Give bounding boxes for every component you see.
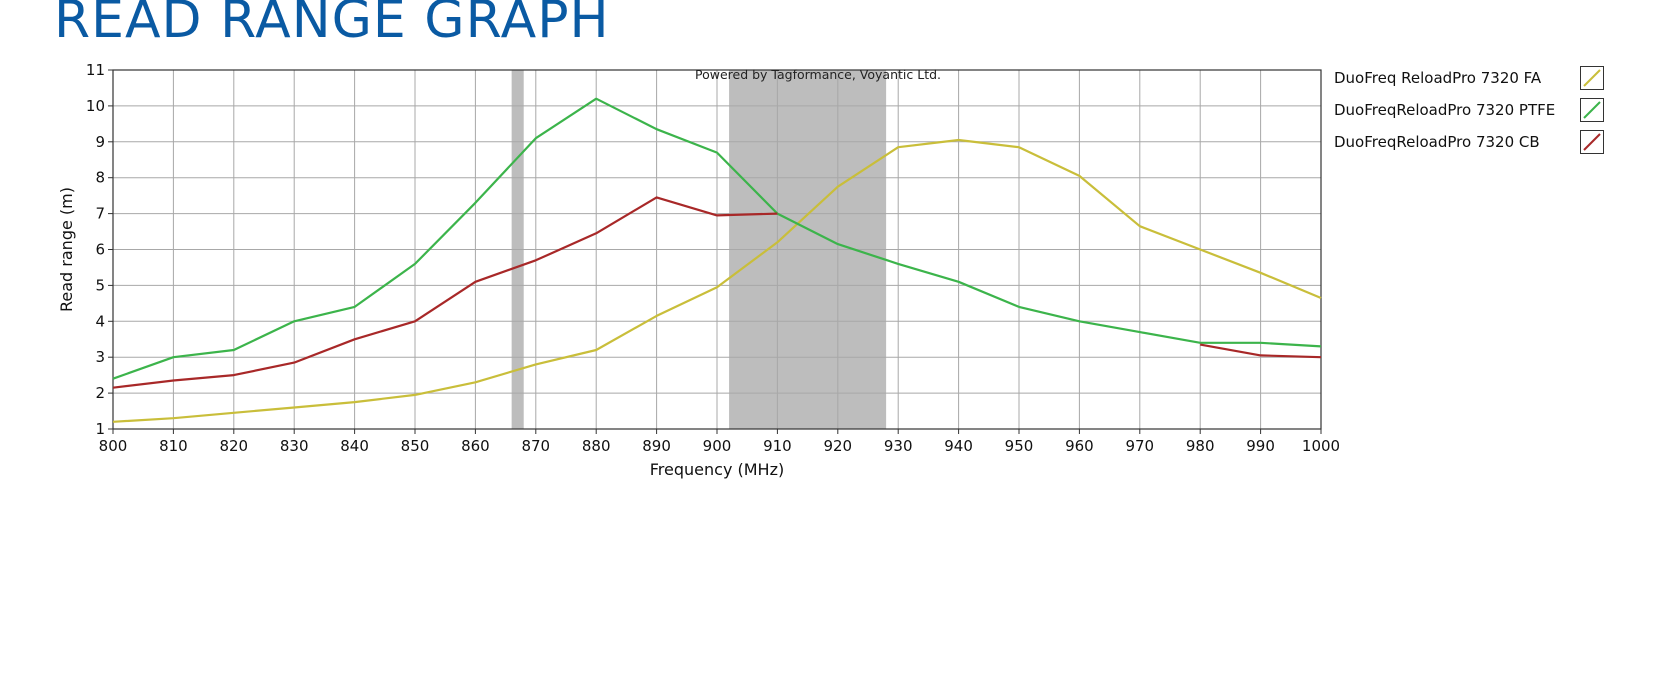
y-tick-label: 6 [95, 241, 105, 259]
x-tick-label: 870 [521, 437, 550, 455]
x-tick-label: 990 [1246, 437, 1275, 455]
x-tick-label: 910 [763, 437, 792, 455]
legend-item-fa[interactable]: DuoFreq ReloadPro 7320 FA [1334, 66, 1624, 98]
x-tick-label: 830 [280, 437, 309, 455]
x-tick-label: 930 [884, 437, 913, 455]
legend-label: DuoFreqReloadPro 7320 PTFE [1334, 101, 1556, 119]
legend: DuoFreq ReloadPro 7320 FA DuoFreqReloadP… [1334, 66, 1624, 162]
legend-item-cb[interactable]: DuoFreqReloadPro 7320 CB [1334, 130, 1624, 162]
series-line-2-1 [1200, 343, 1322, 359]
page-title: READ RANGE GRAPH [54, 0, 610, 50]
legend-item-ptfe[interactable]: DuoFreqReloadPro 7320 PTFE [1334, 98, 1624, 130]
series-line-2-0 [112, 196, 778, 389]
x-tick-label: 900 [703, 437, 732, 455]
x-tick-label: 960 [1065, 437, 1094, 455]
x-axis-label: Frequency (MHz) [650, 460, 784, 479]
y-tick-label: 8 [95, 169, 105, 187]
x-tick-label: 820 [219, 437, 248, 455]
x-tick-label: 980 [1186, 437, 1215, 455]
legend-swatch-ptfe [1580, 98, 1604, 122]
x-axis-ticks: 800 810 820 830 840 850 860 870 880 890 900 910 920 9… [99, 429, 1340, 455]
x-tick-label: 940 [944, 437, 973, 455]
chart-grid [112, 69, 1322, 430]
x-tick-label: 920 [823, 437, 852, 455]
y-axis-ticks: 1 2 3 4 5 6 7 8 9 10 11 [86, 61, 113, 438]
legend-label: DuoFreqReloadPro 7320 CB [1334, 133, 1540, 151]
y-tick-label: 9 [95, 133, 105, 151]
legend-label: DuoFreq ReloadPro 7320 FA [1334, 69, 1542, 87]
series-line-0-0 [112, 138, 1322, 423]
y-tick-label: 11 [86, 61, 105, 79]
y-axis-label: Read range (m) [57, 187, 76, 312]
x-tick-label: 840 [340, 437, 369, 455]
legend-swatch-cb [1580, 130, 1604, 154]
x-tick-label: 970 [1125, 437, 1154, 455]
y-tick-label: 7 [95, 205, 105, 223]
y-tick-label: 10 [86, 97, 105, 115]
y-tick-label: 5 [95, 276, 105, 294]
x-tick-label: 860 [461, 437, 490, 455]
credit-text: Powered by Tagformance, Voyantic Ltd. [695, 67, 941, 82]
x-tick-label: 880 [582, 437, 611, 455]
series-line-1-0 [112, 97, 1322, 380]
y-tick-label: 3 [95, 348, 105, 366]
series-layer [112, 97, 1322, 423]
y-tick-label: 4 [95, 312, 105, 330]
x-tick-label: 850 [401, 437, 430, 455]
y-tick-label: 2 [95, 384, 105, 402]
x-tick-label: 810 [159, 437, 188, 455]
x-tick-label: 950 [1005, 437, 1034, 455]
x-tick-label: 890 [642, 437, 671, 455]
x-tick-label: 1000 [1302, 437, 1340, 455]
y-tick-label: 1 [95, 420, 105, 438]
x-tick-label: 800 [99, 437, 128, 455]
legend-swatch-fa [1580, 66, 1604, 90]
